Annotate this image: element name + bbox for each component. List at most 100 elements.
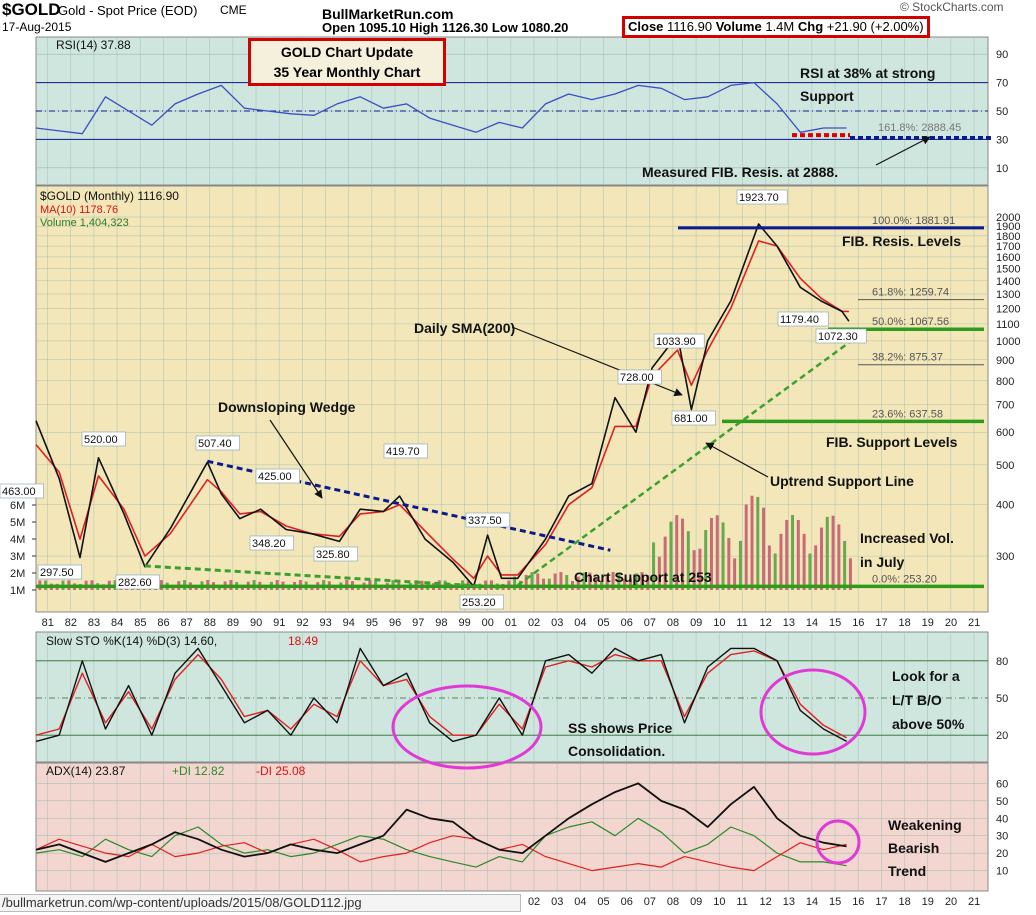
measured-fib-note: Measured FIB. Resis. at 2888. [642, 164, 838, 180]
x-tick-label: 87 [181, 617, 193, 629]
uptrend-note: Uptrend Support Line [770, 473, 914, 489]
fib-level-label: 23.6%: 637.58 [872, 408, 943, 420]
adx-recent-circle [815, 819, 861, 865]
bottom-x-tick-label: 13 [783, 896, 795, 908]
price-point-label: 463.00 [2, 486, 36, 498]
site-name: BullMarketRun.com [322, 6, 454, 22]
adx-tick-label: 10 [996, 866, 1008, 878]
price-point-label-box [255, 468, 300, 484]
bottom-x-tick-label: 08 [667, 896, 679, 908]
x-tick-label: 12 [760, 617, 772, 629]
price-point-label: 325.80 [316, 549, 350, 561]
volume-bar [605, 574, 609, 590]
fib-support-note: FIB. Support Levels [826, 434, 958, 450]
chart-support-note: Chart Support at 253 [574, 569, 712, 585]
price-tick-label: 600 [996, 427, 1014, 439]
plus-di-line [35, 817, 847, 868]
x-tick-label: 06 [621, 617, 633, 629]
sto-panel [35, 631, 989, 763]
adx-weak-note-2: Bearish [888, 840, 939, 856]
price-point-label-box [115, 574, 160, 590]
volume-bar [785, 519, 789, 590]
price-tick-label: 1500 [996, 263, 1020, 275]
sma-note: Daily SMA(200) [414, 320, 515, 336]
volume-bar [617, 573, 621, 590]
price-point-label: 425.00 [258, 471, 292, 483]
volume-bar [686, 531, 690, 590]
volume-bar [837, 524, 841, 590]
adx-weak-note-3: Trend [888, 863, 926, 879]
x-tick-label: 21 [968, 617, 980, 629]
close-volume-box: Close 1116.90 Volume 1.4M Chg +21.90 (+2… [622, 16, 930, 38]
volume-bar [594, 576, 598, 590]
adx-weak-note: Weakening [888, 817, 962, 833]
x-tick-label: 04 [574, 617, 586, 629]
volume-bar [646, 575, 650, 590]
volume-bar [623, 578, 627, 590]
volume-bar [628, 578, 632, 590]
rsi-line [35, 81, 847, 135]
adx-tick-label: 60 [996, 778, 1008, 790]
volume-tick-label: 5M [10, 517, 25, 529]
volume-bar [559, 572, 563, 590]
x-tick-label: 19 [922, 617, 934, 629]
volume-bar [582, 572, 586, 590]
sto-recent-circle [759, 668, 867, 756]
price-point-label-box [195, 435, 240, 451]
bottom-x-tick-label: 10 [713, 896, 725, 908]
x-tick-label: 84 [111, 617, 123, 629]
volume-bar [634, 573, 638, 590]
price-point-label: 253.20 [462, 597, 496, 609]
x-tick-label: 83 [88, 617, 100, 629]
volume-bar [767, 545, 771, 590]
x-tick-label: 86 [157, 617, 169, 629]
x-tick-label: 01 [505, 617, 517, 629]
adx-tick-label: 20 [996, 848, 1008, 860]
price-tick-label: 1400 [996, 276, 1020, 288]
title-line-2: 35 Year Monthly Chart [273, 64, 421, 80]
sto-ss-note: SS shows Price [568, 720, 672, 736]
x-tick-label: 88 [204, 617, 216, 629]
volume-bar [709, 517, 713, 590]
x-tick-label: 10 [713, 617, 725, 629]
price-tick-label: 800 [996, 376, 1014, 388]
image-url-bar[interactable]: /bullmarketrun.com/wp-content/uploads/20… [0, 894, 521, 912]
volume-tick-label: 4M [10, 534, 25, 546]
rsi-title: RSI(14) 37.88 [56, 38, 131, 52]
x-tick-label: 07 [644, 617, 656, 629]
x-tick-label: 11 [736, 617, 747, 629]
bottom-x-tick-label: 07 [644, 896, 656, 908]
volume-bar [704, 529, 708, 590]
bottom-x-tick-label: 04 [574, 896, 586, 908]
minus-di-title: -DI 25.08 [256, 764, 306, 778]
volume-bar [640, 572, 644, 590]
price-point-label: 337.50 [468, 515, 502, 527]
x-tick-label: 00 [482, 617, 494, 629]
ma10-line [35, 240, 849, 580]
x-tick-label: 08 [667, 617, 679, 629]
volume-bar [669, 521, 673, 590]
bottom-x-tick-label: 09 [690, 896, 702, 908]
price-point-label: 1072.30 [818, 331, 858, 343]
overlays [36, 133, 992, 865]
rsi-tick-label: 90 [996, 49, 1008, 61]
instrument-name: Gold - Spot Price (EOD) [58, 3, 198, 18]
sto-d-value: 18.49 [288, 634, 318, 648]
volume-tick-label: 2M [10, 568, 25, 580]
volume-bar [542, 578, 546, 590]
volume-bar [738, 540, 742, 590]
x-tick-label: 05 [597, 617, 609, 629]
price-tick-label: 2000 [996, 212, 1020, 224]
volume-bar [663, 536, 667, 590]
volume-value: 1.4M [765, 19, 795, 34]
volume-bar [733, 558, 737, 590]
x-tick-label: 03 [551, 617, 563, 629]
volume-bar [762, 507, 766, 590]
price-tick-label: 500 [996, 460, 1014, 472]
volume-bar [652, 542, 656, 590]
x-tick-label: 97 [412, 617, 424, 629]
x-tick-label: 13 [783, 617, 795, 629]
sto-title: Slow STO %K(14) %D(3) 14.60, [46, 634, 217, 648]
price-point-label: 282.60 [118, 577, 152, 589]
